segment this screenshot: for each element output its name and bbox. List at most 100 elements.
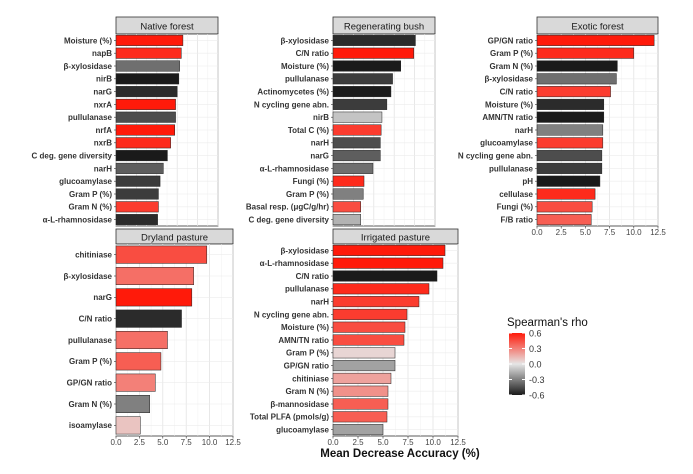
legend-ticks: 0.6 0.3 0.0 -0.3 -0.6 bbox=[509, 329, 545, 401]
bar bbox=[115, 34, 184, 46]
x-tick-label: 2.5 bbox=[352, 438, 364, 447]
category-label: C/N ratio bbox=[500, 88, 533, 97]
legend: Spearman's rho 0.6 0.3 0.0 -0.3 -0.6 bbox=[507, 317, 588, 401]
bar bbox=[115, 395, 150, 413]
category-label: Moisture (%) bbox=[281, 323, 329, 332]
bar bbox=[115, 188, 159, 200]
category-label: napB bbox=[92, 49, 112, 58]
category-label: Moisture (%) bbox=[485, 100, 533, 109]
category-label: narH bbox=[311, 298, 329, 307]
category-label: pullulanase bbox=[285, 285, 330, 294]
bar bbox=[536, 98, 605, 110]
category-label: N cycling gene abn. bbox=[254, 310, 329, 319]
x-tick-label: 10.0 bbox=[202, 438, 218, 447]
bar bbox=[332, 73, 393, 85]
bar bbox=[332, 111, 383, 123]
bar bbox=[536, 150, 603, 162]
bar bbox=[536, 47, 635, 59]
category-label: β-xylosidase bbox=[64, 272, 113, 281]
bar bbox=[115, 331, 168, 349]
category-label: C deg. gene diversity bbox=[32, 152, 113, 161]
bar bbox=[536, 137, 604, 149]
category-label: AMN/TN ratio bbox=[278, 336, 329, 345]
category-label: nirB bbox=[313, 113, 329, 122]
bar bbox=[115, 86, 178, 98]
category-label: Gram P (%) bbox=[69, 190, 112, 199]
bar bbox=[536, 111, 605, 123]
category-label: β-mannosidase bbox=[270, 400, 329, 409]
category-label: pullulanase bbox=[68, 336, 113, 345]
bar bbox=[115, 60, 180, 72]
bar bbox=[115, 150, 168, 162]
legend-tick-label: 0.0 bbox=[529, 360, 542, 370]
category-label: α-L-rhamnosidase bbox=[43, 216, 113, 225]
category-label: Gram N (%) bbox=[285, 387, 329, 396]
category-label: chitiniase bbox=[292, 374, 329, 383]
bar bbox=[332, 86, 392, 98]
bar bbox=[332, 347, 396, 359]
x-tick-label: 10.0 bbox=[626, 228, 642, 237]
category-label: pullulanase bbox=[68, 113, 113, 122]
category-label: narH bbox=[515, 126, 533, 135]
category-label: glucoamylase bbox=[276, 426, 329, 435]
bar bbox=[536, 124, 604, 136]
bar bbox=[115, 352, 162, 371]
category-label: β-xylosidase bbox=[281, 246, 330, 255]
category-label: GP/GN ratio bbox=[67, 379, 112, 388]
bar bbox=[332, 334, 405, 346]
category-label: α-L-rhamnosidase bbox=[260, 259, 330, 268]
x-axis-label: Mean Decrease Accuracy (%) bbox=[320, 448, 480, 460]
category-label: chitiniase bbox=[75, 251, 112, 260]
bar bbox=[332, 308, 408, 320]
bar bbox=[115, 162, 164, 174]
legend-tick-label: 0.6 bbox=[529, 329, 542, 339]
legend-colorbar bbox=[509, 333, 525, 395]
x-tick-label: 0.0 bbox=[531, 228, 543, 237]
x-tick-label: 2.5 bbox=[556, 228, 568, 237]
bar bbox=[332, 34, 416, 46]
bar bbox=[115, 111, 176, 123]
legend-tick-label: -0.3 bbox=[529, 375, 545, 385]
bar bbox=[536, 214, 592, 226]
x-tick-label: 2.5 bbox=[134, 438, 146, 447]
bar bbox=[115, 245, 208, 264]
category-label: C/N ratio bbox=[79, 315, 112, 324]
category-label: glucoamylase bbox=[480, 139, 533, 148]
category-label: C/N ratio bbox=[296, 49, 329, 58]
category-label: Gram P (%) bbox=[490, 49, 533, 58]
category-label: pullulanase bbox=[489, 164, 534, 173]
bar bbox=[332, 270, 438, 282]
category-label: Gram N (%) bbox=[68, 400, 112, 409]
bar bbox=[332, 244, 446, 256]
bar bbox=[332, 296, 420, 308]
bar bbox=[536, 188, 596, 200]
category-label: AMN/TN ratio bbox=[482, 113, 533, 122]
category-label: N cycling gene abn. bbox=[458, 152, 533, 161]
bar bbox=[332, 162, 374, 174]
category-label: narH bbox=[311, 139, 329, 148]
category-label: GP/GN ratio bbox=[488, 36, 533, 45]
bar bbox=[115, 416, 141, 435]
bar bbox=[115, 373, 156, 392]
category-label: C/N ratio bbox=[296, 272, 329, 281]
x-tick-label: 10.0 bbox=[425, 438, 441, 447]
legend-tick-label: 0.3 bbox=[529, 344, 542, 354]
category-label: narG bbox=[93, 293, 112, 302]
panel-title: Native forest bbox=[140, 21, 194, 32]
category-label: β-xylosidase bbox=[64, 62, 113, 71]
bar bbox=[332, 424, 384, 436]
category-label: pullulanase bbox=[285, 75, 330, 84]
category-label: Total C (%) bbox=[288, 126, 330, 135]
category-label: Gram N (%) bbox=[489, 62, 533, 71]
bar bbox=[332, 385, 389, 397]
category-label: α-L-rhamnosidase bbox=[260, 164, 330, 173]
category-label: N cycling gene abn. bbox=[254, 100, 329, 109]
bar bbox=[536, 73, 617, 85]
bar bbox=[332, 321, 406, 333]
category-label: pH bbox=[522, 177, 533, 186]
legend-title: Spearman's rho bbox=[507, 317, 588, 329]
category-label: narH bbox=[94, 164, 112, 173]
category-label: Gram P (%) bbox=[286, 349, 329, 358]
category-label: F/B ratio bbox=[501, 216, 534, 225]
